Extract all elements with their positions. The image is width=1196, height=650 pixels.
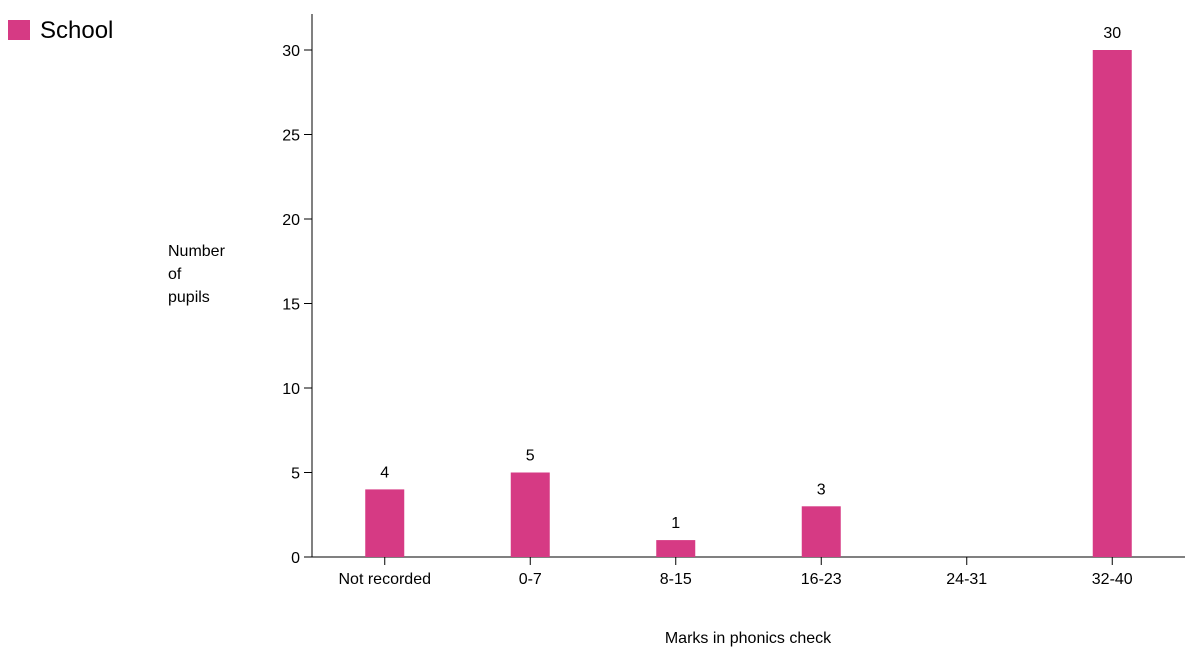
x-tick-label: 0-7 bbox=[519, 571, 542, 588]
y-axis-title: Number of pupils bbox=[168, 243, 226, 306]
y-axis-title-line-3: pupils bbox=[168, 289, 210, 306]
bar bbox=[656, 540, 696, 557]
legend: School bbox=[8, 17, 113, 44]
bar bbox=[365, 489, 405, 557]
data-labels: 4 5 1 3 30 bbox=[380, 25, 1121, 532]
data-label: 3 bbox=[817, 481, 826, 498]
y-tick-label: 20 bbox=[282, 212, 300, 229]
y-axis-title-line-2: of bbox=[168, 266, 182, 283]
data-label: 1 bbox=[671, 515, 680, 532]
x-tick-label: 24-31 bbox=[946, 571, 987, 588]
bars bbox=[365, 50, 1132, 557]
x-tick-label: 32-40 bbox=[1092, 571, 1133, 588]
data-label: 5 bbox=[526, 448, 535, 465]
data-label: 30 bbox=[1103, 25, 1121, 42]
x-ticks: Not recorded 0-7 8-15 16-23 24-31 32-40 bbox=[339, 557, 1133, 588]
legend-swatch bbox=[8, 20, 30, 40]
x-tick-label: 8-15 bbox=[660, 571, 692, 588]
bar bbox=[801, 506, 841, 557]
y-axis-title-line-1: Number bbox=[168, 243, 226, 260]
x-tick-label: Not recorded bbox=[339, 571, 432, 588]
data-label: 4 bbox=[380, 464, 389, 481]
x-tick-label: 16-23 bbox=[801, 571, 842, 588]
y-tick-label: 30 bbox=[282, 43, 300, 60]
y-tick-label: 15 bbox=[282, 297, 300, 314]
y-tick-label: 25 bbox=[282, 128, 300, 145]
y-tick-label: 5 bbox=[291, 466, 300, 483]
y-tick-label: 10 bbox=[282, 381, 300, 398]
bar bbox=[510, 472, 550, 557]
y-tick-label: 0 bbox=[291, 550, 300, 567]
x-axis-title: Marks in phonics check bbox=[665, 630, 832, 647]
bar bbox=[1092, 50, 1132, 557]
y-ticks: 0 5 10 15 20 25 30 bbox=[282, 43, 312, 567]
legend-label: School bbox=[40, 17, 113, 44]
